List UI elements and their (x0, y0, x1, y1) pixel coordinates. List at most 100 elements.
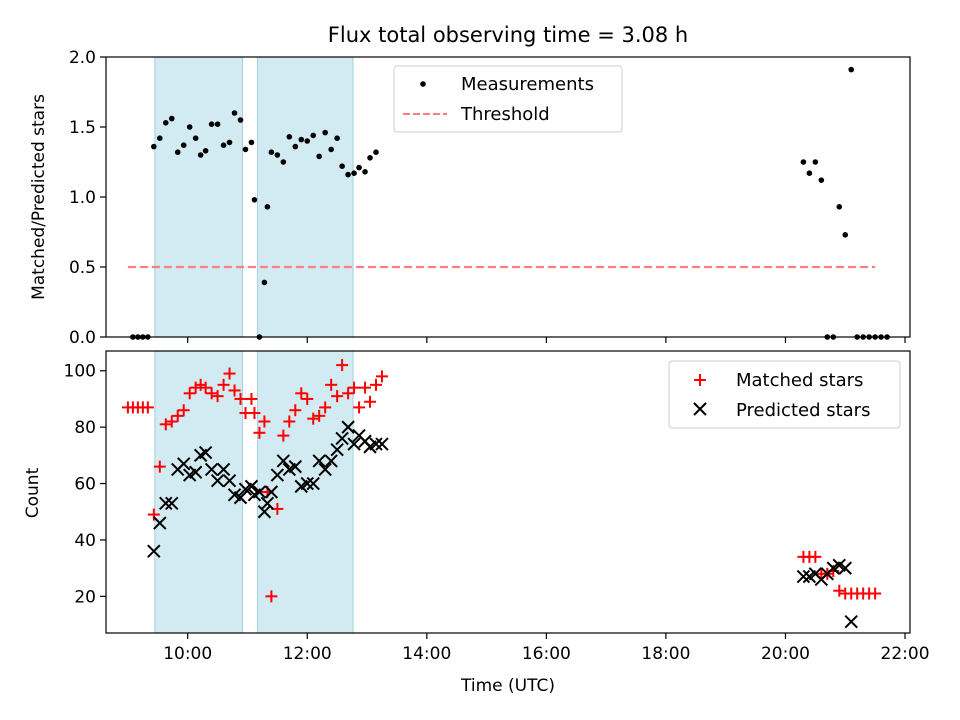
measurement-point-43 (367, 155, 373, 161)
bottom-xtick-label-3: 16:00 (522, 644, 571, 664)
top-shaded-spans (154, 56, 354, 338)
matched-star-point-31 (289, 404, 302, 417)
predicted-star-point-9 (198, 445, 213, 460)
measurement-point-44 (373, 149, 379, 155)
top-ytick-label-0: 0.0 (69, 328, 96, 348)
measurement-point-53 (848, 66, 855, 73)
figure-title: Flux total observing time = 3.08 h (328, 23, 688, 47)
legend-predicted-marker (693, 402, 707, 416)
predicted-star-point-7 (188, 465, 203, 479)
top-x-ticks (187, 337, 906, 343)
measurement-point-26 (268, 149, 275, 155)
measurement-point-22 (251, 197, 258, 203)
matched-star-point-9 (171, 409, 184, 422)
predicted-star-point-21 (260, 496, 275, 510)
measurement-point-28 (280, 159, 287, 165)
predicted-star-point-36 (347, 437, 361, 451)
measurement-point-6 (162, 120, 169, 126)
matched-star-point-15 (205, 387, 218, 400)
measurement-point-7 (168, 115, 175, 122)
predicted-star-point-33 (330, 442, 344, 457)
predicted-star-point-49 (838, 561, 852, 575)
matched-star-point-11 (183, 387, 196, 400)
bottom-y-axis-label: Count (23, 467, 43, 518)
predicted-star-point-31 (318, 462, 332, 477)
matched-star-point-6 (153, 460, 166, 473)
matched-star-point-27 (265, 590, 278, 603)
matched-star-point-8 (165, 415, 178, 428)
top-ytick-label-4: 2.0 (69, 48, 96, 68)
legend-predicted-label: Predicted stars (736, 400, 870, 421)
bottom-xtick-label-5: 20:00 (761, 644, 810, 664)
bottom-ytick-label-2: 60 (74, 475, 96, 495)
measurement-point-25 (264, 204, 271, 210)
measurement-point-34 (316, 153, 323, 160)
measurement-point-21 (248, 139, 255, 146)
bottom-xtick-label-0: 10:00 (163, 644, 212, 664)
legend-matched-marker (694, 374, 706, 386)
top-ytick-label-3: 1.5 (69, 118, 96, 138)
measurement-point-52 (842, 232, 849, 238)
bottom-xtick-label-2: 14:00 (402, 644, 451, 664)
top-shaded-span-1 (256, 56, 354, 338)
matched-star-point-33 (301, 392, 314, 405)
measurement-point-27 (274, 152, 281, 158)
measurement-point-4 (151, 143, 157, 150)
matched-star-point-7 (159, 418, 172, 431)
measurement-point-5 (156, 135, 163, 141)
bottom-x-ticks: 10:00 12:00 14:00 16:00 18:00 20:00 22:00 (163, 633, 930, 664)
matched-star-point-20 (234, 392, 247, 405)
matched-star-point-44 (364, 395, 377, 408)
predicted-star-point-34 (335, 431, 349, 446)
measurement-point-12 (197, 152, 204, 158)
measurement-point-17 (226, 139, 233, 146)
matched-star-point-40 (342, 387, 355, 400)
measurement-point-11 (192, 135, 199, 141)
predicted-star-point-10 (204, 462, 219, 477)
matched-star-point-10 (177, 404, 190, 417)
matched-star-point-36 (319, 401, 332, 414)
matched-star-point-5 (147, 508, 160, 521)
top-ytick-label-2: 1.0 (69, 188, 96, 208)
predicted-star-point-50 (844, 615, 858, 629)
bottom-y-ticks: 20 40 60 80 100 (64, 362, 106, 607)
predicted-star-point-2 (159, 496, 173, 510)
measurement-point-36 (328, 146, 334, 153)
measurement-point-15 (214, 121, 221, 127)
bottom-shaded-span-0 (154, 350, 243, 634)
predicted-star-point-35 (341, 420, 355, 434)
measurement-point-20 (242, 146, 249, 153)
measurement-point-30 (292, 143, 299, 150)
measurement-point-41 (356, 164, 362, 171)
measurement-point-47 (812, 159, 819, 165)
measurement-point-31 (298, 136, 305, 143)
measurement-point-8 (174, 149, 181, 155)
matched-star-point-22 (245, 392, 258, 405)
bottom-ytick-label-0: 20 (74, 587, 96, 607)
measurement-point-48 (818, 177, 825, 183)
top-ytick-label-1: 0.5 (69, 258, 96, 278)
matched-star-point-25 (258, 415, 271, 428)
measurement-point-45 (800, 159, 807, 165)
matched-star-point-29 (277, 429, 290, 442)
predicted-star-point-5 (177, 457, 191, 471)
predicted-star-point-20 (257, 505, 272, 519)
matched-star-point-4 (141, 401, 154, 414)
predicted-star-point-41 (375, 437, 389, 451)
predicted-star-point-42 (796, 569, 811, 584)
predicted-star-point-0 (147, 544, 161, 558)
matched-star-point-35 (313, 409, 326, 422)
bottom-ytick-label-4: 100 (64, 362, 96, 382)
measurement-point-33 (310, 132, 317, 139)
top-panel: 0.00.51.01.52.0 Matched/Predicted stars … (29, 48, 911, 348)
legend-measurements-marker (420, 81, 426, 87)
measurement-point-35 (322, 129, 328, 136)
measurement-point-39 (345, 171, 351, 178)
measurement-point-51 (836, 204, 843, 210)
matched-star-point-38 (331, 390, 344, 403)
predicted-star-point-40 (369, 437, 383, 451)
measurement-point-9 (180, 142, 187, 148)
matched-star-point-16 (211, 390, 224, 403)
measurement-point-40 (351, 170, 357, 176)
top-y-ticks: 0.0 0.5 1.0 1.5 2.0 (69, 48, 106, 348)
